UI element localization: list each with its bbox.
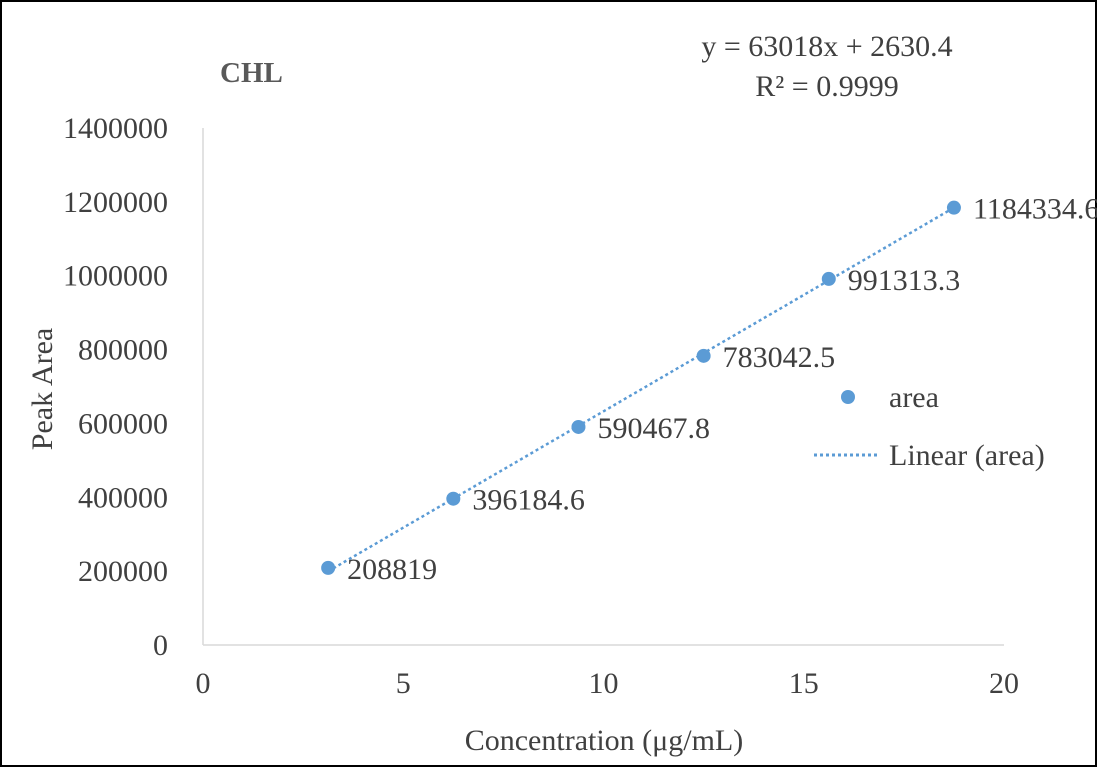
data-point: [696, 348, 711, 363]
data-points: [321, 200, 961, 575]
y-tick-label: 1200000: [63, 186, 168, 219]
data-point: [446, 491, 461, 506]
y-tick-label: 0: [153, 629, 168, 662]
x-tick-label: 0: [196, 667, 211, 700]
data-label: 991313.3: [848, 264, 961, 297]
y-tick-label: 1000000: [63, 260, 168, 293]
y-tick-label: 600000: [78, 407, 168, 440]
y-tick-label: 200000: [78, 555, 168, 588]
x-tick-label: 5: [396, 667, 411, 700]
trendline-line: [327, 206, 955, 573]
x-tick-label: 20: [989, 667, 1019, 700]
data-labels: 208819 396184.6 590467.8 783042.5 991313.3 11…: [347, 193, 1097, 586]
axes: [202, 128, 1004, 646]
data-label: 590467.8: [597, 412, 710, 445]
data-point: [946, 200, 961, 215]
r-squared: R² = 0.9999: [755, 70, 898, 103]
data-point: [571, 419, 586, 434]
data-label: 783042.5: [723, 341, 836, 374]
data-label: 208819: [347, 553, 437, 586]
y-tick-label: 400000: [78, 481, 168, 514]
data-point: [821, 271, 836, 286]
data-label: 396184.6: [472, 484, 585, 517]
x-axis-label: Concentration (μg/mL): [465, 724, 744, 757]
x-tick-label: 15: [789, 667, 819, 700]
y-tick-label: 800000: [78, 334, 168, 367]
data-label: 1184334.6: [973, 193, 1097, 226]
x-tick-labels: 0 5 10 15 20: [196, 667, 1020, 700]
chart-title: CHL: [220, 57, 283, 89]
data-point: [321, 560, 336, 575]
trendline-equation: y = 63018x + 2630.4: [701, 30, 952, 63]
x-tick-label: 10: [589, 667, 619, 700]
trendline: [327, 206, 955, 573]
y-tick-label: 1400000: [63, 112, 168, 145]
legend: area Linear (area): [814, 381, 1045, 472]
y-tick-labels: 0 200000 400000 600000 800000 1000000 1200000 1…: [63, 112, 168, 662]
legend-label-trendline: Linear (area): [889, 439, 1045, 472]
y-axis-label: Peak Area: [26, 328, 59, 450]
legend-marker-area: [841, 390, 855, 404]
legend-label-area: area: [889, 381, 939, 414]
